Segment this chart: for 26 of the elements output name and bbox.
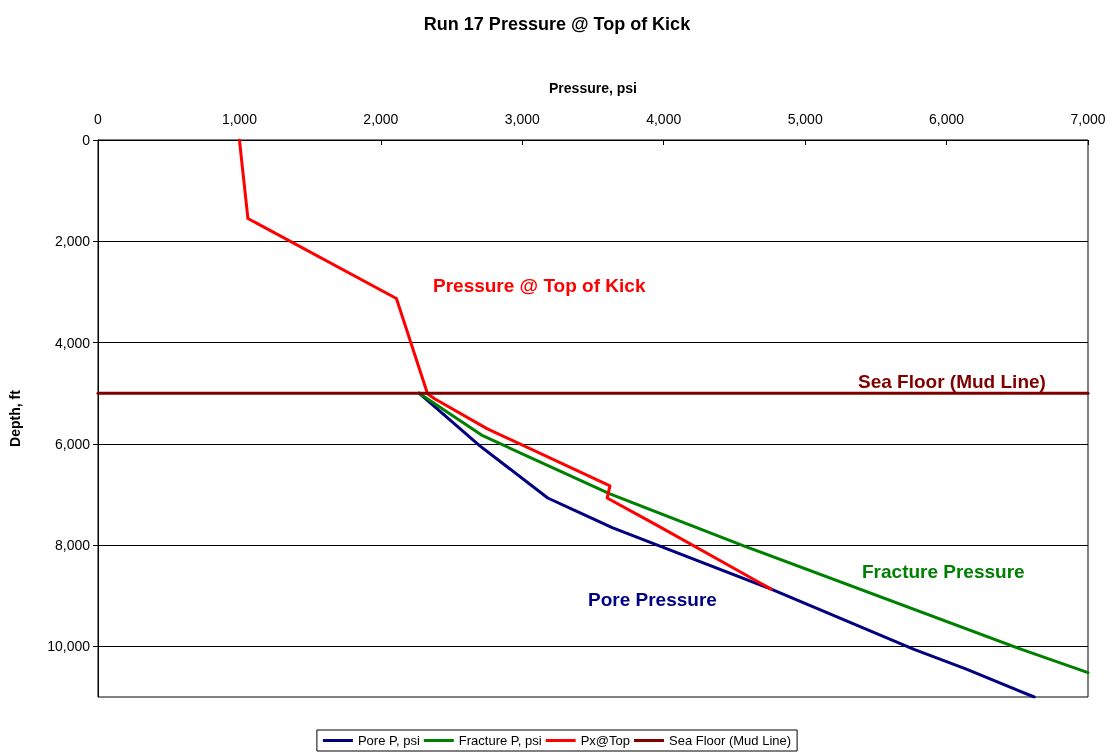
- x-tick-label: 7,000: [1070, 111, 1106, 127]
- x-tick-label: 6,000: [929, 111, 965, 127]
- x-tick-label: 1,000: [221, 111, 258, 127]
- chart-title: Run 17 Pressure @ Top of Kick: [423, 14, 692, 34]
- line-series: [237, 138, 773, 591]
- y-tick-label: 8,000: [54, 537, 91, 554]
- y-axis-title: Depth, ft: [7, 389, 23, 447]
- y-tick-label: 0: [82, 132, 91, 148]
- legend-label: Pore P, psi: [357, 733, 420, 748]
- annotation: Fracture Pressure: [862, 561, 1025, 582]
- annotation: Sea Floor (Mud Line): [858, 371, 1046, 392]
- x-axis-title: Pressure, psi: [549, 80, 637, 96]
- annotation: Pressure @ Top of Kick: [433, 275, 646, 296]
- y-tick-label: 4,000: [54, 334, 91, 351]
- legend-label: Sea Floor (Mud Line): [668, 733, 792, 748]
- x-tick-label: 3,000: [504, 111, 541, 127]
- y-tick-label: 6,000: [54, 435, 91, 452]
- legend-label: Px@Top: [580, 733, 630, 748]
- x-tick-label: 2,000: [363, 111, 399, 127]
- x-tick-label: 5,000: [787, 111, 823, 127]
- y-tick-label: 10,000: [47, 638, 91, 655]
- y-tick-label: 2,000: [54, 233, 91, 250]
- legend-label: Fracture P, psi: [458, 733, 542, 748]
- annotation: Pore Pressure: [588, 589, 717, 610]
- x-tick-label: 4,000: [646, 111, 682, 127]
- x-tick-label: 0: [94, 111, 103, 127]
